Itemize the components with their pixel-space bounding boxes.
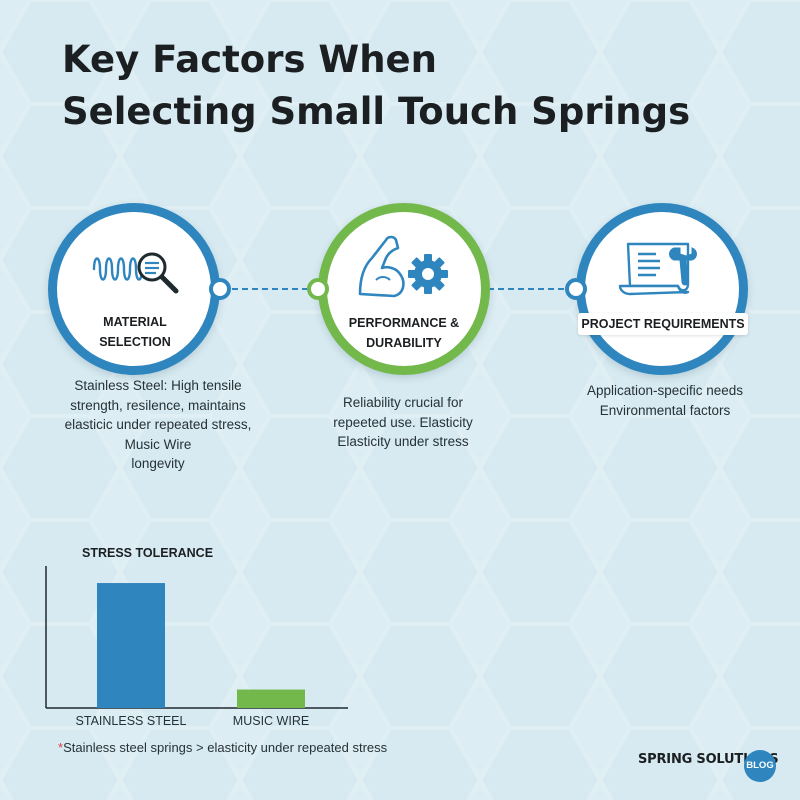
project-requirements-label: PROJECT REQUIREMENTS — [578, 313, 748, 335]
footnote-marker: * — [58, 740, 64, 755]
chart-title: STRESS TOLERANCE — [82, 546, 214, 560]
performance-durability-label: PERFORMANCE & DURABILITY — [348, 316, 460, 350]
x-tick-label: STAINLESS STEEL — [76, 714, 187, 728]
document-wrench-icon — [618, 242, 697, 296]
blog-badge: BLOG — [744, 750, 776, 782]
flexed-arm-gear-icon — [358, 235, 448, 298]
footnote: *Stainless steel springs > elasticity un… — [58, 740, 387, 755]
page-title: Key Factors When Selecting Small Touch S… — [62, 34, 762, 138]
connector-line-1 — [232, 288, 318, 290]
performance-connector-node-left — [307, 278, 329, 300]
performance-durability-description: Reliability crucial for repeeted use. El… — [333, 395, 473, 449]
brand-name: SPRING SOLUTIONS — [638, 752, 779, 767]
title-line-2: Selecting Small Touch Springs — [62, 90, 691, 133]
footnote-text: Stainless steel springs > elasticity und… — [63, 740, 388, 755]
spring-magnifier-icon — [92, 252, 179, 294]
requirements-connector-node — [565, 278, 587, 300]
material-selection-label: MATERIAL SELECTION — [99, 315, 171, 349]
project-requirements-description: Application-specific needs Environmental… — [586, 383, 744, 418]
stress-tolerance-chart: STAINLESS STEEL MUSIC WIRE — [45, 566, 348, 728]
material-selection-circle — [48, 203, 220, 375]
bar-music-wire — [237, 689, 305, 708]
connector-line-2 — [488, 288, 574, 290]
bar-stainless-steel — [97, 583, 165, 708]
material-selection-description: Stainless Steel: High tensile strength, … — [64, 378, 252, 471]
title-line-1: Key Factors When — [62, 38, 437, 81]
material-connector-node — [209, 278, 231, 300]
x-tick-label: MUSIC WIRE — [233, 714, 309, 728]
